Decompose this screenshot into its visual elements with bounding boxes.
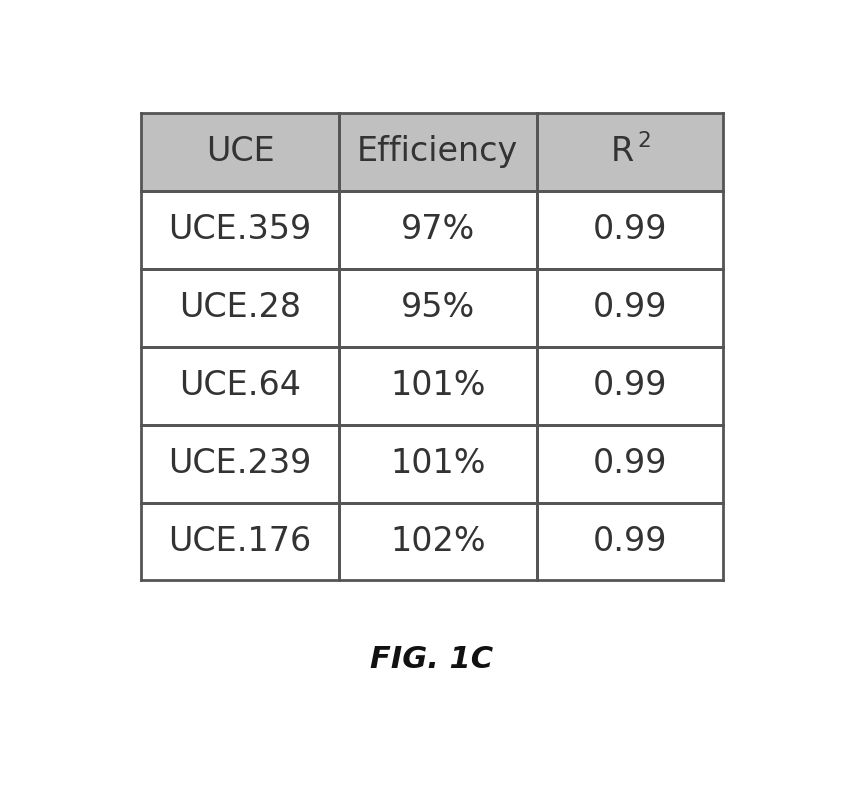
Text: 101%: 101% bbox=[390, 447, 486, 480]
Text: UCE.359: UCE.359 bbox=[169, 214, 312, 246]
Text: FIG. 1C: FIG. 1C bbox=[370, 645, 494, 673]
Text: 101%: 101% bbox=[390, 369, 486, 402]
Text: UCE.64: UCE.64 bbox=[180, 369, 301, 402]
Text: 2: 2 bbox=[637, 131, 651, 151]
Text: 0.99: 0.99 bbox=[593, 525, 667, 558]
Text: UCE.28: UCE.28 bbox=[180, 291, 301, 324]
Text: 0.99: 0.99 bbox=[593, 214, 667, 246]
Text: 97%: 97% bbox=[400, 214, 475, 246]
Text: UCE: UCE bbox=[206, 135, 275, 168]
Text: R: R bbox=[610, 135, 634, 168]
Text: 0.99: 0.99 bbox=[593, 291, 667, 324]
Text: 0.99: 0.99 bbox=[593, 447, 667, 480]
Text: UCE.239: UCE.239 bbox=[169, 447, 312, 480]
Text: 95%: 95% bbox=[400, 291, 475, 324]
Text: UCE.176: UCE.176 bbox=[169, 525, 312, 558]
Text: 0.99: 0.99 bbox=[593, 369, 667, 402]
Text: 102%: 102% bbox=[390, 525, 486, 558]
Text: Efficiency: Efficiency bbox=[357, 135, 518, 168]
